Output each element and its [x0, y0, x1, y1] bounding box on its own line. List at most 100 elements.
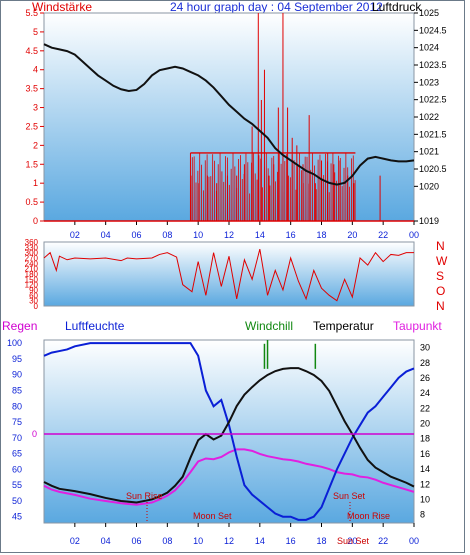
chart-title: 24 hour graph day : 04 September 2012 — [170, 0, 383, 14]
humidity-line — [43, 342, 415, 521]
sun-set-axis-label: Sun Set — [337, 536, 370, 546]
legend-regen: Regen — [2, 319, 37, 333]
legend-luftfeuchte: Luftfeuchte — [65, 319, 125, 333]
direction-tick-label: 0 — [34, 302, 39, 311]
x-tick-label: 02 — [70, 536, 80, 546]
temperature-tick-label: 8 — [420, 510, 425, 520]
panel3-series-lines — [43, 340, 415, 521]
compass-label: O — [436, 284, 445, 298]
temperature-line — [43, 367, 415, 504]
humidity-tick-label: 100 — [7, 338, 22, 348]
x-tick-label: 22 — [378, 536, 388, 546]
x-tick-label: 10 — [193, 230, 203, 240]
x-tick-label: 02 — [70, 230, 80, 240]
dewpoint-line — [43, 448, 415, 506]
x-tick-label: 12 — [224, 536, 234, 546]
compass-label: W — [436, 254, 448, 268]
x-tick-label: 08 — [162, 230, 172, 240]
temperature-tick-label: 24 — [420, 388, 430, 398]
wind-tick-label: 2 — [33, 140, 38, 150]
x-tick-label: 04 — [101, 536, 111, 546]
x-tick-label: 12 — [224, 230, 234, 240]
temperature-tick-label: 20 — [420, 419, 430, 429]
pressure-tick-label: 1025 — [419, 8, 439, 18]
rain-zero-label: 0 — [32, 429, 37, 439]
panel2-plot-area — [43, 241, 415, 307]
temperature-tick-label: 14 — [420, 464, 430, 474]
temperature-tick-label: 28 — [420, 358, 430, 368]
pressure-tick-label: 1019 — [419, 216, 439, 226]
pressure-tick-label: 1020 — [419, 181, 439, 191]
x-tick-label: 06 — [131, 536, 141, 546]
compass-label: N — [436, 299, 445, 313]
humidity-tick-label: 85 — [12, 385, 22, 395]
panel3-right-axis-ticks: 8 10 12 14 16 18 20 22 24 26 28 30 — [420, 343, 430, 520]
humidity-tick-label: 65 — [12, 449, 22, 459]
panel3-x-axis-ticks: 02 04 06 08 10 12 14 16 18 20 22 00 — [70, 523, 419, 546]
annotation-sun-set: Sun Set — [333, 491, 366, 501]
panel3-plot-area — [43, 339, 415, 524]
direction-tick-label: 60 — [29, 291, 38, 300]
panel3-left-axis-ticks: 45 50 55 60 65 70 75 80 85 90 95 100 — [7, 338, 22, 522]
x-tick-label: 06 — [131, 230, 141, 240]
humidity-tick-label: 50 — [12, 496, 22, 506]
pressure-tick-label: 1022 — [419, 112, 439, 122]
pressure-tick-label: 1023.5 — [419, 60, 447, 70]
direction-tick-label: 150 — [25, 275, 39, 284]
left-axis-label-wind: Windstärke — [32, 0, 92, 14]
wind-tick-label: 5 — [33, 27, 38, 37]
humidity-tick-label: 60 — [12, 464, 22, 474]
x-tick-label: 00 — [409, 230, 419, 240]
pressure-tick-label: 1022.5 — [419, 95, 447, 105]
direction-tick-label: 120 — [25, 281, 39, 290]
temperature-tick-label: 18 — [420, 434, 430, 444]
x-tick-label: 18 — [316, 230, 326, 240]
x-tick-label: 16 — [286, 230, 296, 240]
pressure-tick-label: 1023 — [419, 77, 439, 87]
x-tick-label: 00 — [409, 536, 419, 546]
x-tick-label: 20 — [347, 230, 357, 240]
x-tick-label: 10 — [193, 536, 203, 546]
humidity-tick-label: 55 — [12, 480, 22, 490]
wind-tick-label: 5.5 — [25, 8, 38, 18]
direction-tick-label: 270 — [25, 254, 39, 263]
x-tick-label: 04 — [101, 230, 111, 240]
x-tick-label: 22 — [378, 230, 388, 240]
compass-label: S — [436, 269, 444, 283]
x-tick-label: 08 — [162, 536, 172, 546]
direction-tick-label: 90 — [29, 286, 38, 295]
pressure-tick-label: 1020.5 — [419, 164, 447, 174]
direction-tick-label: 330 — [25, 243, 39, 252]
x-tick-label: 16 — [286, 536, 296, 546]
direction-tick-label: 30 — [29, 297, 38, 306]
temperature-tick-label: 16 — [420, 449, 430, 459]
temperature-tick-label: 30 — [420, 343, 430, 353]
humidity-tick-label: 45 — [12, 512, 22, 522]
legend-taupunkt: Taupunkt — [393, 319, 442, 333]
wind-tick-label: 1 — [33, 178, 38, 188]
legend-windchill: Windchill — [245, 319, 293, 333]
x-tick-label: 20 — [347, 536, 357, 546]
x-tick-label: 14 — [255, 230, 265, 240]
panel1-left-axis-ticks: 0 0.5 1 1.5 2 2.5 3 3.5 4 4.5 5 5.5 — [25, 8, 44, 226]
temperature-tick-label: 12 — [420, 479, 430, 489]
wind-tick-label: 1.5 — [25, 159, 38, 169]
panel1-x-axis-ticks: 02 04 06 08 10 12 14 16 18 20 22 00 — [70, 221, 419, 240]
humidity-tick-label: 95 — [12, 354, 22, 364]
pressure-tick-label: 1021 — [419, 147, 439, 157]
pressure-line — [43, 43, 415, 186]
wind-tick-label: 0.5 — [25, 197, 38, 207]
wind-tick-label: 3 — [33, 103, 38, 113]
direction-tick-label: 240 — [25, 259, 39, 268]
x-tick-label: 18 — [316, 536, 326, 546]
pressure-tick-label: 1024 — [419, 43, 439, 53]
humidity-tick-label: 75 — [12, 417, 22, 427]
legend-temperatur: Temperatur — [313, 319, 374, 333]
direction-tick-label: 360 — [25, 238, 39, 247]
humidity-tick-label: 80 — [12, 401, 22, 411]
